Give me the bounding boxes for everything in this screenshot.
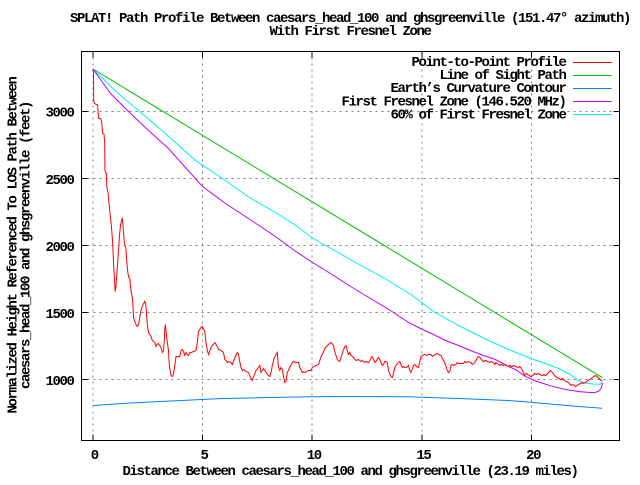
svg-text:1500: 1500 bbox=[45, 307, 74, 323]
svg-text:With First Fresnel Zone: With First Fresnel Zone bbox=[269, 24, 431, 40]
svg-text:3000: 3000 bbox=[45, 106, 74, 122]
svg-text:1000: 1000 bbox=[45, 374, 74, 390]
svg-text:5: 5 bbox=[200, 448, 208, 464]
svg-text:15: 15 bbox=[416, 448, 431, 464]
svg-text:Point-to-Point Profile: Point-to-Point Profile bbox=[411, 55, 566, 71]
svg-text:Line of Sight Path: Line of Sight Path bbox=[439, 68, 566, 84]
svg-text:SPLAT! Path Profile Between ca: SPLAT! Path Profile Between caesars_head… bbox=[70, 11, 630, 27]
svg-text:Distance Between caesars_head_: Distance Between caesars_head_100 and gh… bbox=[122, 464, 577, 480]
svg-text:caesars_head_100 and ghsgreenv: caesars_head_100 and ghsgreenville (feet… bbox=[19, 102, 35, 389]
svg-text:0: 0 bbox=[91, 448, 99, 464]
svg-text:20: 20 bbox=[526, 448, 541, 464]
svg-text:2500: 2500 bbox=[45, 173, 74, 189]
svg-text:10: 10 bbox=[307, 448, 322, 464]
svg-text:Earth’s Curvature Contour: Earth’s Curvature Contour bbox=[390, 81, 566, 97]
svg-text:2000: 2000 bbox=[45, 240, 74, 256]
svg-text:First Fresnel Zone (146.520 MH: First Fresnel Zone (146.520 MHz) bbox=[341, 94, 565, 110]
svg-text:60% of First Fresnel Zone: 60% of First Fresnel Zone bbox=[390, 107, 566, 123]
svg-text:Normalized Height Referenced T: Normalized Height Referenced To LOS Path… bbox=[6, 76, 22, 413]
